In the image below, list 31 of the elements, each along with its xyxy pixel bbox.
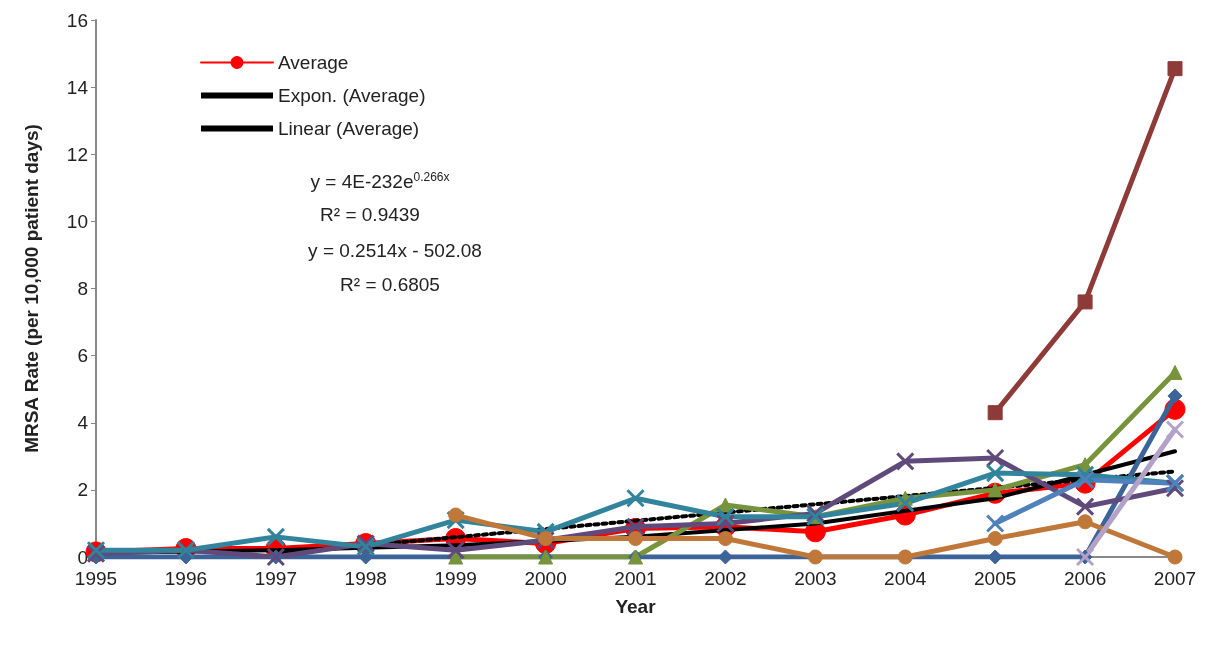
annotation: R² = 0.6805: [340, 274, 440, 296]
annotation: R² = 0.9439: [320, 204, 420, 226]
x-tick-label: 2005: [974, 568, 1017, 589]
x-tick-label: 1996: [164, 568, 208, 589]
x-tick-label: 1997: [254, 568, 297, 589]
x-tick-label: 2006: [1063, 568, 1107, 589]
y-tick-label: 4: [77, 412, 89, 434]
x-tick-label: 2001: [614, 568, 657, 589]
x-tick-label: 2000: [524, 568, 567, 589]
y-tick-label: 2: [77, 479, 88, 501]
annotation: y = 4E-232e$^{0.266x}$: [310, 170, 450, 194]
x-tick-label: 2003: [794, 568, 837, 589]
y-tick-label: 8: [77, 278, 88, 299]
legend-label: Linear (Average): [278, 118, 420, 139]
x-tick-label: 2004: [884, 568, 927, 589]
x-tick-label: 2002: [704, 568, 747, 589]
y-tick-label: 6: [77, 345, 88, 367]
x-axis-title: Year: [615, 596, 657, 617]
y-tick-label: 14: [66, 76, 89, 98]
x-tick-label: 1998: [344, 568, 387, 589]
legend-label: Average: [278, 52, 349, 73]
y-tick-label: 12: [66, 143, 88, 165]
y-tick-label: 0: [77, 546, 88, 568]
annotation: y = 0.2514x - 502.08: [308, 240, 482, 262]
x-tick-label: 1999: [434, 568, 477, 589]
x-tick-label: 1995: [74, 568, 118, 589]
y-axis-title: MRSA Rate (per 10,000 patient days): [21, 124, 42, 453]
y-tick-label: 16: [66, 9, 88, 31]
y-tick-label: 10: [66, 210, 88, 232]
x-tick-label: 2007: [1153, 568, 1197, 589]
legend-label: Expon. (Average): [278, 85, 426, 106]
